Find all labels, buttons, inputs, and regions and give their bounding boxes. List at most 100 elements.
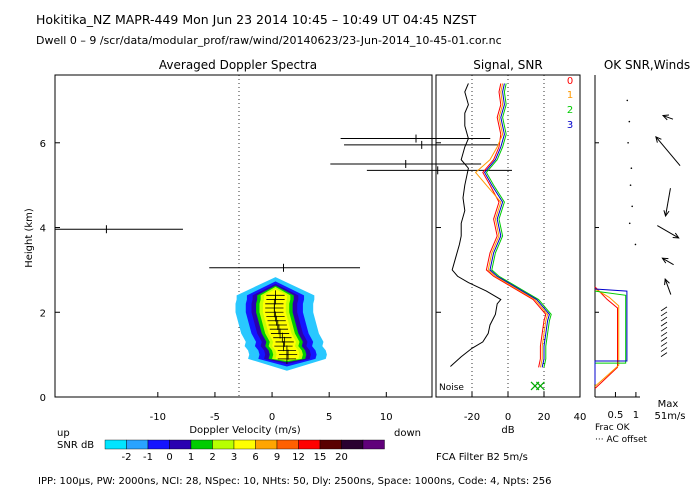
echo-contour [262, 288, 300, 359]
ac-offset-dot [631, 205, 633, 208]
colorbar-cell [255, 439, 278, 450]
height-tick-label: 4 [40, 224, 46, 235]
wind-arrow-small [660, 321, 668, 327]
snr-tick-label: 0 [505, 412, 511, 423]
height-tick-label: 0 [40, 393, 46, 404]
height-tick-label: 6 [40, 139, 46, 150]
colorbar-cell [190, 439, 213, 450]
frac-tick-label: 1 [633, 410, 639, 421]
colorbar-cell [212, 439, 235, 450]
wind-arrow-head [664, 278, 670, 286]
up-label: up [57, 428, 70, 439]
colorbar-tick-label: 2 [209, 452, 215, 463]
wind-arrow-small [660, 326, 668, 332]
snr-tick-label: 40 [574, 412, 587, 423]
colorbar-tick-label: 15 [314, 452, 327, 463]
velocity-tick-label: 0 [269, 412, 275, 423]
ok-series-1 [594, 288, 620, 387]
spectra-echo [235, 277, 327, 371]
snr-title: Signal, SNR [473, 58, 542, 72]
wind-arrow [662, 115, 674, 120]
header-title: Hokitika_NZ MAPR-449 Mon Jun 23 2014 10:… [36, 12, 477, 27]
wind-arrow-small [660, 347, 668, 352]
ac-offset-dot [634, 243, 637, 246]
colorbar-tick-label: -2 [122, 452, 132, 463]
frac-ok-label: Frac OK [595, 423, 631, 433]
colorbar-cell [104, 439, 127, 450]
colorbar-tick-label: 20 [335, 452, 348, 463]
winds-title: OK SNR,Winds [604, 58, 690, 72]
velocity-tick-label: -10 [150, 412, 166, 423]
colorbar-cell [362, 439, 385, 450]
wind-arrow-head [672, 232, 680, 239]
colorbar-cell [276, 439, 299, 450]
noise-marker [535, 381, 545, 391]
wind-arrow [665, 188, 671, 217]
velocity-tick-label: -5 [210, 412, 220, 423]
footer-params: IPP: 100μs, PW: 2000ns, NCI: 28, NSpec: … [38, 476, 551, 487]
wind-arrow [657, 225, 679, 239]
wind-arrow-small [660, 331, 668, 337]
ok-series-2 [594, 290, 627, 383]
wind-arrow-small [660, 316, 668, 322]
ac-offset-dot [628, 222, 631, 225]
colorbar-cell [341, 439, 364, 450]
ac-offset-dot [626, 99, 629, 102]
spectra-panel: -10 -5 0 5 10 0 2 4 6 Height (km) Doppler Veloci… [24, 74, 512, 439]
height-axis-label: Height (km) [24, 208, 35, 268]
colorbar-cell [233, 439, 256, 450]
wind-arrow [664, 278, 672, 295]
colorbar-cell [319, 439, 342, 450]
wind-arrow-small [660, 306, 668, 312]
down-label: down [394, 428, 421, 439]
colorbar-tick-label: 9 [274, 452, 280, 463]
snr-series-0 [482, 83, 547, 368]
colorbar-cell [126, 439, 149, 450]
beam-label-0: 0 [567, 76, 573, 87]
beam-label-3: 3 [567, 120, 573, 131]
ac-offset-label: ··· AC offset [595, 435, 648, 445]
snr-series-3 [483, 83, 550, 368]
header-dwell: Dwell 0 – 9 /scr/data/modular_prof/raw/w… [36, 34, 502, 47]
ac-offset-dot [630, 167, 633, 170]
wind-arrow-head [655, 135, 662, 143]
wind-arrow-small [660, 342, 668, 347]
snr-series-2 [485, 83, 552, 368]
snr-series-1 [474, 83, 549, 368]
colorbar-tick-label: 0 [166, 452, 172, 463]
ok-series-3 [594, 288, 628, 385]
colorbar-tick-label: 1 [188, 452, 194, 463]
snr-series-signal [450, 83, 502, 367]
wind-arrow [655, 136, 681, 167]
frac-tick-label: 0.5 [608, 410, 624, 421]
ok-series-0 [594, 286, 618, 389]
winds-panel: 0.5 1 Frac OK ··· AC offset Max 51m/s [594, 75, 686, 445]
wind-arrow-small [660, 352, 668, 357]
wind-arrow-small [660, 337, 668, 342]
ac-offset-dot [629, 184, 632, 186]
snr-colorbar: SNR dB -2 -1 0 1 2 3 6 9 12 15 20 [57, 439, 385, 463]
colorbar-cell [298, 439, 321, 450]
colorbar-cell [147, 439, 170, 450]
max-label: Max [658, 399, 679, 410]
spectra-frame [54, 74, 433, 398]
max-value: 51m/s [654, 411, 685, 422]
snr-tick-label: 20 [538, 412, 551, 423]
beam-label-1: 1 [567, 90, 573, 101]
snr-panel: -20 0 20 40 Noise dB 0 1 2 3 [435, 74, 587, 436]
velocity-tick-label: 10 [380, 412, 393, 423]
wind-arrow-head [661, 257, 669, 264]
wind-arrow-head [661, 114, 670, 121]
spectra-title: Averaged Doppler Spectra [159, 58, 317, 72]
colorbar-tick-label: -1 [143, 452, 153, 463]
velocity-axis-label: Doppler Velocity (m/s) [189, 425, 300, 436]
wind-arrow-head [663, 210, 670, 218]
ac-offset-dot [628, 120, 631, 123]
filter-label: FCA Filter B2 5m/s [436, 452, 528, 463]
velocity-tick-label: 5 [326, 412, 332, 423]
snr-axis-label: dB [501, 425, 514, 436]
colorbar-label: SNR dB [57, 440, 94, 451]
snr-tick-label: -20 [464, 412, 480, 423]
wind-arrow-small [660, 311, 668, 317]
